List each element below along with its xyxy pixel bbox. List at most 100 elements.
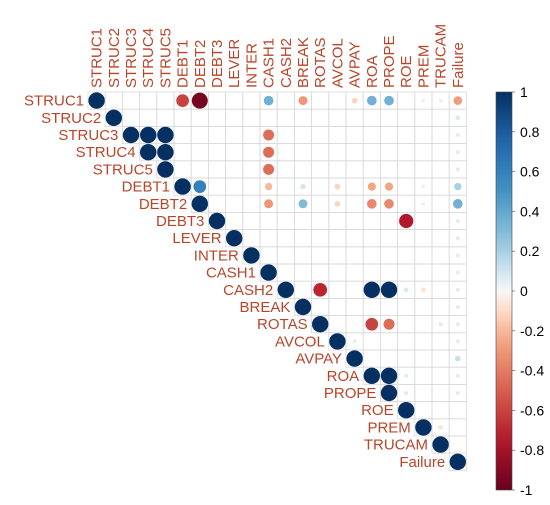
colorbar-tick-label: -0.8	[520, 442, 544, 458]
grid-cell	[431, 194, 450, 213]
col-label-CASH1: CASH1	[261, 38, 278, 88]
col-label-Failure: Failure	[450, 42, 467, 88]
grid-cell	[397, 177, 416, 196]
grid-cell	[431, 177, 450, 196]
grid-cell	[414, 383, 433, 402]
grid-cell	[259, 246, 278, 265]
corr-circle-ROA-ROE	[404, 373, 409, 378]
grid-cell	[362, 246, 381, 265]
grid-cell	[345, 194, 364, 213]
grid-cell	[414, 143, 433, 162]
grid-cell	[379, 143, 398, 162]
grid-cell	[225, 211, 244, 230]
grid-cell	[431, 211, 450, 230]
corr-circle-CASH2-CASH2	[277, 281, 294, 298]
grid-cell	[173, 160, 192, 179]
grid-cell	[414, 211, 433, 230]
corr-circle-STRUC3-Failure	[455, 132, 460, 138]
grid-cell	[397, 332, 416, 351]
col-label-INTER: INTER	[243, 43, 260, 88]
grid-cell	[328, 211, 347, 230]
corr-circle-INTER-INTER	[243, 247, 260, 264]
grid-cell	[414, 366, 433, 385]
colorbar-tick-label: 0.4	[520, 203, 540, 219]
corr-circle-CASH2-PROPE	[380, 281, 398, 298]
grid-cell	[448, 452, 467, 471]
grid-cell	[293, 143, 312, 162]
corr-circle-BREAK-Failure	[455, 304, 460, 310]
colorbar-tick-label: -1	[520, 482, 533, 498]
grid-cell	[293, 160, 312, 179]
col-label-STRUC1: STRUC1	[89, 28, 106, 88]
grid-cell	[328, 297, 347, 316]
col-label-ROE: ROE	[398, 55, 415, 88]
grid-cell	[276, 126, 295, 145]
corr-circle-PROPE-Failure	[455, 390, 460, 396]
grid-cell	[362, 143, 381, 162]
colorbar-tick-label: -0.6	[520, 402, 544, 418]
grid-cell	[122, 91, 141, 110]
col-label-BREAK: BREAK	[295, 37, 312, 88]
corr-circle-STRUC2-STRUC2	[105, 109, 123, 127]
grid-cell	[397, 315, 416, 334]
row-label-STRUC2: STRUC2	[41, 110, 101, 127]
corr-circle-STRUC1-Failure	[453, 96, 463, 105]
grid-cell	[345, 297, 364, 316]
grid-cell	[379, 211, 398, 230]
grid-cell	[293, 126, 312, 145]
grid-cell	[311, 194, 330, 213]
grid-cell	[190, 126, 209, 145]
grid-cell	[207, 126, 226, 145]
grid-cell	[242, 211, 261, 230]
grid-cell	[397, 91, 416, 110]
col-label-STRUC4: STRUC4	[140, 28, 157, 88]
grid-cell	[397, 143, 416, 162]
corr-circle-STRUC3-CASH1	[263, 129, 275, 141]
col-label-DEBT2: DEBT2	[192, 40, 209, 88]
grid-cell	[414, 401, 433, 420]
corr-circle-TRUCAM-TRUCAM	[432, 436, 449, 453]
corr-circle-AVCOL-AVPAY	[352, 339, 357, 344]
corr-circle-DEBT2-AVCOL	[334, 200, 341, 207]
grid-cell	[431, 108, 450, 127]
grid-cell	[448, 401, 467, 420]
grid-cell	[276, 229, 295, 248]
grid-cell	[379, 229, 398, 248]
grid-cell	[276, 177, 295, 196]
corr-circle-STRUC3-STRUC3	[122, 126, 140, 144]
corr-circle-DEBT1-AVCOL	[334, 183, 341, 190]
corr-circle-ROTAS-ROTAS	[312, 316, 329, 333]
grid-cell	[242, 143, 261, 162]
grid-cell	[431, 229, 450, 248]
grid-cell	[414, 126, 433, 145]
grid-cell	[242, 177, 261, 196]
grid-cell	[311, 246, 330, 265]
grid-cell	[345, 263, 364, 282]
grid-cell	[207, 160, 226, 179]
col-label-STRUC5: STRUC5	[157, 28, 174, 88]
grid-cell	[311, 143, 330, 162]
grid-cell	[414, 108, 433, 127]
corr-circle-ROTAS-PROPE	[383, 318, 395, 330]
grid-cell	[225, 143, 244, 162]
grid-cell	[173, 126, 192, 145]
corr-circle-CASH1-CASH1	[260, 264, 277, 281]
grid-cell	[259, 211, 278, 230]
corr-circle-AVCOL-Failure	[455, 339, 460, 344]
grid-cell	[276, 160, 295, 179]
colorbar-tick-label: 1	[520, 84, 528, 100]
colorbar-tick-label: 0.6	[520, 164, 540, 180]
col-label-CASH2: CASH2	[278, 38, 295, 88]
grid-cell	[362, 332, 381, 351]
corr-circle-STRUC1-DEBT2	[191, 92, 208, 109]
grid-cell	[311, 229, 330, 248]
grid-cell	[345, 108, 364, 127]
grid-cell	[431, 126, 450, 145]
grid-cell	[345, 160, 364, 179]
grid-cell	[311, 160, 330, 179]
corr-circle-DEBT1-ROA	[367, 182, 376, 191]
grid-cell	[328, 315, 347, 334]
grid-cell	[190, 160, 209, 179]
corr-circle-CASH2-ROA	[363, 281, 380, 298]
